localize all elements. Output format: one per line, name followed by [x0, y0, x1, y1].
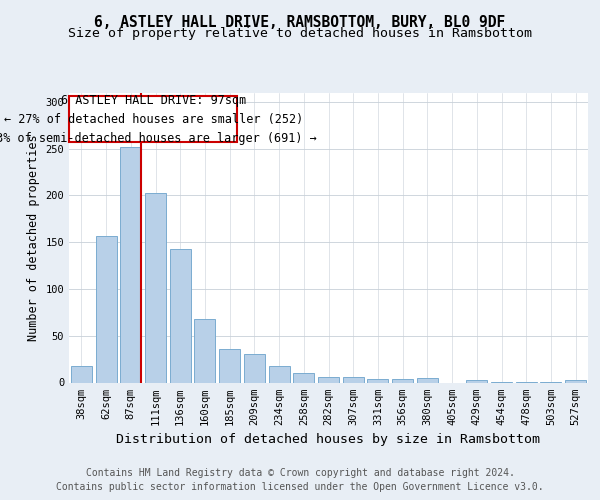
Bar	[71, 366, 92, 382]
Text: 6 ASTLEY HALL DRIVE: 97sqm
← 27% of detached houses are smaller (252)
73% of sem: 6 ASTLEY HALL DRIVE: 97sqm ← 27% of deta…	[0, 94, 317, 144]
Text: Size of property relative to detached houses in Ramsbottom: Size of property relative to detached ho…	[68, 28, 532, 40]
Bar	[269, 366, 290, 382]
Text: 6, ASTLEY HALL DRIVE, RAMSBOTTOM, BURY, BL0 9DF: 6, ASTLEY HALL DRIVE, RAMSBOTTOM, BURY, …	[94, 15, 506, 30]
Bar	[417, 378, 438, 382]
Bar	[318, 377, 339, 382]
Bar	[293, 373, 314, 382]
X-axis label: Distribution of detached houses by size in Ramsbottom: Distribution of detached houses by size …	[116, 433, 541, 446]
FancyBboxPatch shape	[70, 96, 237, 142]
Bar	[219, 349, 240, 382]
Y-axis label: Number of detached properties: Number of detached properties	[27, 134, 40, 341]
Bar	[343, 377, 364, 382]
Bar	[194, 319, 215, 382]
Bar	[392, 379, 413, 382]
Bar	[466, 380, 487, 382]
Bar	[170, 248, 191, 382]
Bar	[145, 192, 166, 382]
Bar	[367, 379, 388, 382]
Bar	[95, 236, 116, 382]
Text: Contains HM Land Registry data © Crown copyright and database right 2024.
Contai: Contains HM Land Registry data © Crown c…	[56, 468, 544, 492]
Bar	[565, 380, 586, 382]
Bar	[120, 147, 141, 382]
Bar	[244, 354, 265, 382]
